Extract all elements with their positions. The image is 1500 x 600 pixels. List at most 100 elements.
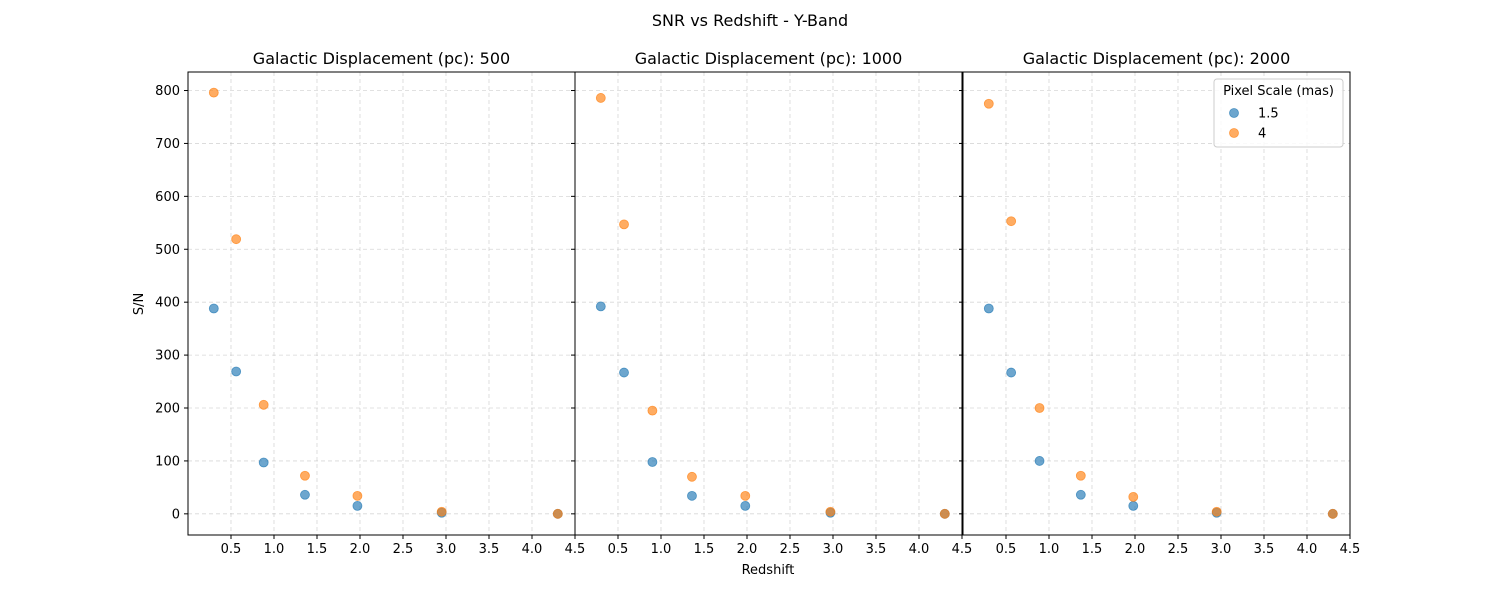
data-point <box>1034 403 1045 413</box>
data-point <box>647 457 658 467</box>
x-tick-label: 1.5 <box>1082 542 1103 557</box>
data-point <box>1075 489 1086 500</box>
x-tick-label: 1.0 <box>264 542 285 557</box>
legend-marker <box>1229 108 1239 118</box>
y-tick-label: 800 <box>155 84 180 99</box>
data-point <box>208 87 219 98</box>
x-tick-label: 3.5 <box>1254 542 1275 557</box>
data-point <box>740 490 751 501</box>
series-4 <box>595 93 950 519</box>
legend-title: Pixel Scale (mas) <box>1223 84 1334 99</box>
panel-title: Galactic Displacement (pc): 1000 <box>635 49 903 68</box>
panels: Galactic Displacement (pc): 500 0.5 1.0 1.5… <box>155 49 1360 557</box>
data-point <box>647 405 658 416</box>
y-tick-label: 500 <box>155 243 180 258</box>
grid <box>575 72 962 535</box>
x-tick-label: 1.5 <box>307 542 328 557</box>
x-tick-label: 0.5 <box>996 542 1017 557</box>
series-1.5 <box>208 303 563 519</box>
data-point <box>231 234 242 245</box>
legend-entry-label: 4 <box>1258 127 1266 142</box>
data-point <box>1211 506 1222 517</box>
x-tick-label: 1.5 <box>694 542 715 557</box>
data-point <box>1034 456 1045 466</box>
x-tick-label: 1.0 <box>651 542 672 557</box>
data-point <box>983 98 994 109</box>
data-point <box>1128 500 1139 511</box>
x-tick-label: 3.5 <box>866 542 887 557</box>
x-tick-label: 4.5 <box>1340 542 1361 557</box>
x-tick-label: 2.0 <box>350 542 371 557</box>
data-point <box>740 500 751 511</box>
x-axis-label: Redshift <box>742 563 795 578</box>
x-tick-label: 4.0 <box>522 542 543 557</box>
legend: Pixel Scale (mas) 1.5 4 <box>1213 78 1344 148</box>
data-point <box>983 303 994 314</box>
data-point <box>619 367 629 378</box>
x-tick-label: 4.0 <box>1297 542 1318 557</box>
data-point <box>300 470 310 481</box>
data-point <box>939 508 950 519</box>
data-point <box>595 301 606 312</box>
x-tick-label: 2.5 <box>780 542 801 557</box>
grid <box>188 72 575 535</box>
x-tick-label: 3.0 <box>436 542 457 557</box>
legend-marker <box>1229 128 1239 138</box>
panel-2: Galactic Displacement (pc): 1000 0.5 1.0 1.… <box>571 49 972 557</box>
x-tick-label: 3.0 <box>823 542 844 557</box>
data-point <box>352 490 363 501</box>
data-point <box>208 303 219 314</box>
axes-frame <box>574 71 963 536</box>
data-point <box>825 506 836 517</box>
panel-1: Galactic Displacement (pc): 500 0.5 1.0 1.5… <box>155 49 585 557</box>
data-point <box>619 219 629 230</box>
y-tick-label: 700 <box>155 137 180 152</box>
data-point <box>1075 470 1086 481</box>
y-axis-label: S/N <box>132 293 147 315</box>
x-tick-label: 2.5 <box>1168 542 1189 557</box>
x-tick-label: 2.0 <box>1125 542 1146 557</box>
data-point <box>1006 367 1017 378</box>
x-tick-label: 0.5 <box>608 542 629 557</box>
y-tick-label: 400 <box>155 296 180 311</box>
data-point <box>1006 216 1017 227</box>
x-tick-label: 4.0 <box>909 542 930 557</box>
y-tick-label: 300 <box>155 349 180 364</box>
x-tick-label: 3.0 <box>1211 542 1232 557</box>
data-point <box>595 93 606 103</box>
data-point <box>1128 492 1139 502</box>
legend-entry-label: 1.5 <box>1258 107 1279 122</box>
data-point <box>300 489 310 500</box>
x-tick-label: 2.0 <box>737 542 758 557</box>
data-point <box>687 490 697 501</box>
series-4 <box>983 98 1338 519</box>
axes-frame <box>187 71 576 536</box>
series-1.5 <box>983 303 1338 519</box>
panel-title: Galactic Displacement (pc): 2000 <box>1023 49 1291 68</box>
panel-3: Galactic Displacement (pc): 2000 0.5 1.0 1.… <box>959 49 1360 557</box>
axes-frame <box>962 71 1351 536</box>
x-tick-label: 4.5 <box>565 542 586 557</box>
y-tick-label: 200 <box>155 402 180 417</box>
x-tick-label: 3.5 <box>479 542 500 557</box>
x-tick-label: 0.5 <box>221 542 242 557</box>
x-tick-label: 1.0 <box>1039 542 1060 557</box>
x-tick-label: 4.5 <box>952 542 973 557</box>
panel-title: Galactic Displacement (pc): 500 <box>253 49 510 68</box>
data-point <box>436 506 447 517</box>
series-4 <box>208 87 563 519</box>
figure-title: SNR vs Redshift - Y-Band <box>652 11 848 30</box>
data-point <box>552 508 563 519</box>
x-tick-label: 2.5 <box>393 542 414 557</box>
grid <box>963 72 1350 535</box>
y-tick-label: 100 <box>155 454 180 469</box>
legend-box <box>1213 78 1344 148</box>
data-point <box>1327 508 1338 519</box>
data-point <box>231 366 242 377</box>
y-tick-label: 0 <box>172 507 180 522</box>
data-point <box>258 399 269 410</box>
data-point <box>258 457 269 468</box>
y-tick-label: 600 <box>155 190 180 205</box>
data-point <box>687 471 697 482</box>
data-point <box>352 500 363 511</box>
